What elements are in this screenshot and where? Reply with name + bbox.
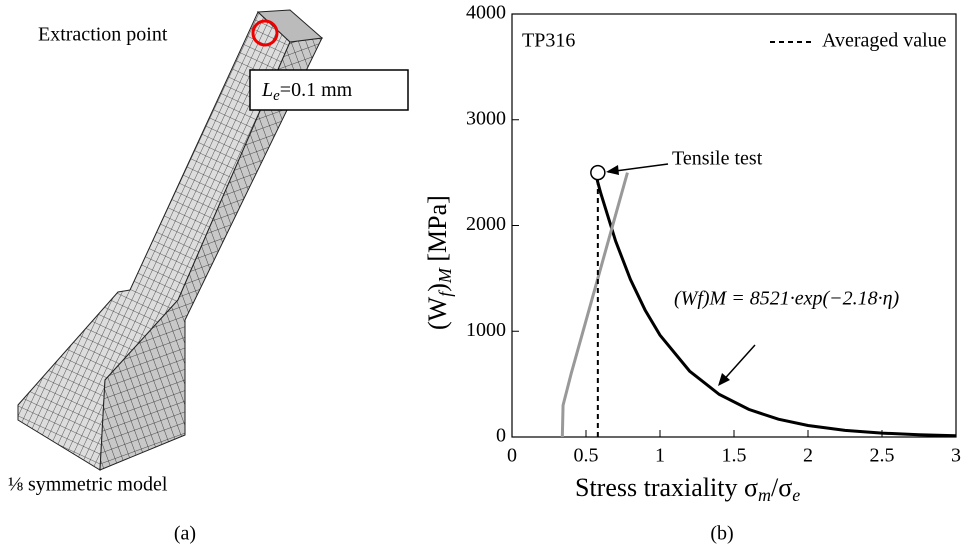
y-tick-label: 2000: [466, 213, 506, 235]
x-tick-label: 0: [507, 445, 517, 467]
y-tick-label: 1000: [466, 319, 506, 341]
x-tick-label: 3: [951, 445, 961, 467]
plot-frame: [512, 14, 956, 437]
marker: [591, 166, 605, 180]
length-symbol: L: [261, 79, 273, 101]
y-axis-label-part: [MPa]: [423, 195, 452, 268]
x-tick-label: 2.5: [870, 445, 895, 467]
annotation: (Wf)M = 8521·exp(−2.18·η): [674, 288, 900, 310]
legend-label: Averaged value: [822, 30, 947, 52]
figure: Extraction point Le =0.1 mm ⅛ symmetric m…: [0, 0, 967, 553]
annotation: Tensile test: [672, 148, 763, 170]
model-label: ⅛ symmetric model: [8, 474, 168, 496]
x-axis-label: Stress traxiality σm/σe: [575, 473, 800, 505]
x-axis-label-part: Stress traxiality σ: [575, 473, 758, 502]
chart: 0 0.5 1 1.5 2 2.5 3 0 1000 2000 3000 4000 Stress tra…: [423, 2, 961, 506]
length-value: =0.1 mm: [280, 79, 353, 101]
x-tick-label: 1: [655, 445, 665, 467]
extraction-label: Extraction point: [38, 24, 168, 46]
caption: (a): [174, 523, 196, 545]
y-axis-label-sub: M: [435, 267, 455, 284]
x-axis-label-sub: e: [792, 485, 800, 505]
y-axis-label-part: ): [423, 283, 452, 292]
y-tick-label: 3000: [466, 107, 506, 129]
y-tick-label: 0: [496, 425, 506, 447]
x-axis-label-sub: m: [758, 485, 771, 505]
x-axis-label-part: /σ: [771, 473, 792, 502]
y-tick-label: 4000: [466, 2, 506, 24]
arrow-head: [606, 165, 619, 175]
y-axis-label: (Wf)M [MPa]: [423, 195, 455, 330]
y-axis-label-part: (W: [423, 296, 452, 330]
chart-title: TP316: [522, 30, 575, 52]
x-tick-label: 1.5: [722, 445, 747, 467]
x-tick-label: 2: [803, 445, 813, 467]
series-line: [562, 173, 627, 437]
caption: (b): [710, 523, 733, 545]
x-tick-label: 0.5: [574, 445, 599, 467]
